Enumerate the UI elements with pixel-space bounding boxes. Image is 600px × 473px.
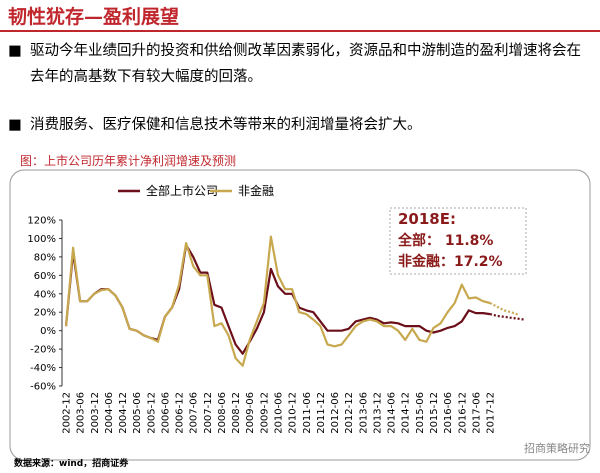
bullet: ■ 消费服务、医疗保健和信息技术等带来的利润增量将会扩大。 xyxy=(8,112,590,138)
x-tick-label: 2004-12 xyxy=(118,392,129,434)
x-tick-label: 2012-06 xyxy=(330,392,341,434)
x-tick-label: 2010-06 xyxy=(274,392,285,434)
y-tick-label: 100% xyxy=(27,234,56,245)
annotation-text: 非金融：17.2% xyxy=(398,253,503,270)
x-tick-label: 2015-12 xyxy=(429,392,440,434)
y-tick-label: 0% xyxy=(40,326,56,337)
x-tick-label: 2013-06 xyxy=(358,392,369,434)
x-tick-label: 2008-06 xyxy=(217,392,228,434)
annotation-box xyxy=(389,207,527,275)
x-tick-label: 2003-12 xyxy=(90,392,101,434)
bullet-text: 驱动今年业绩回升的投资和供给侧改革因素弱化，资源品和中游制造的盈利增速将会在去年… xyxy=(30,43,581,85)
y-tick-label: 20% xyxy=(34,308,56,319)
legend-label: 非金融 xyxy=(238,183,274,198)
bullet-marker: ■ xyxy=(8,117,22,133)
chart-frame xyxy=(9,169,591,461)
x-tick-label: 2014-12 xyxy=(401,392,412,434)
x-tick-label: 2003-06 xyxy=(76,392,87,434)
slide-title: 韧性犹存—盈利展望 xyxy=(8,6,180,28)
x-tick-label: 2005-12 xyxy=(146,392,157,434)
x-tick-label: 2015-06 xyxy=(415,392,426,434)
bullet: ■ 驱动今年业绩回升的投资和供给侧改革因素弱化，资源品和中游制造的盈利增速将会在去… xyxy=(8,38,590,90)
x-tick-label: 2006-12 xyxy=(175,392,186,434)
x-tick-label: 2007-12 xyxy=(203,392,214,434)
y-tick-label: 60% xyxy=(34,271,56,282)
series-line xyxy=(64,235,491,367)
y-tick-label: -20% xyxy=(30,345,56,356)
series-line xyxy=(489,302,519,316)
x-tick-label: 2002-12 xyxy=(62,392,73,434)
bullet-marker: ■ xyxy=(8,43,22,59)
bullet-text: 消费服务、医疗保健和信息技术等带来的利润增量将会扩大。 xyxy=(30,117,422,133)
x-tick-label: 2017-12 xyxy=(486,392,497,434)
x-tick-label: 2012-12 xyxy=(344,392,355,434)
y-tick-label: -40% xyxy=(30,363,56,374)
x-tick-label: 2005-06 xyxy=(132,392,143,434)
y-tick-label: 120% xyxy=(27,216,56,227)
x-tick-label: 2014-06 xyxy=(387,392,398,434)
x-tick-label: 2006-06 xyxy=(160,392,171,434)
watermark: 招商策略研究 xyxy=(524,441,590,455)
x-tick-label: 2013-12 xyxy=(372,392,383,434)
x-tick-label: 2010-12 xyxy=(288,392,299,434)
annotation-text: 2018E: xyxy=(398,210,456,228)
source-note: 数据来源：wind，招商证券 xyxy=(14,457,129,469)
x-tick-label: 2017-06 xyxy=(471,392,482,434)
x-tick-label: 2008-12 xyxy=(231,392,242,434)
series-line xyxy=(489,313,526,321)
y-tick-label: 80% xyxy=(34,252,56,263)
y-tick-label: -60% xyxy=(30,382,56,393)
x-tick-label: 2009-12 xyxy=(259,392,270,434)
x-tick-label: 2007-06 xyxy=(189,392,200,434)
title-rule xyxy=(0,30,600,32)
x-tick-label: 2004-06 xyxy=(104,392,115,434)
x-tick-label: 2011-12 xyxy=(316,392,327,434)
legend-label: 全部上市公司 xyxy=(146,183,218,198)
chart-caption: 图：上市公司历年累计净利润增速及预测 xyxy=(20,154,237,168)
x-tick-label: 2016-06 xyxy=(443,392,454,434)
x-tick-label: 2011-06 xyxy=(302,392,313,434)
annotation-text: 全部： 11.8% xyxy=(397,232,493,249)
y-tick-label: 40% xyxy=(34,289,56,300)
x-tick-label: 2016-12 xyxy=(457,392,468,434)
x-tick-label: 2009-06 xyxy=(245,392,256,434)
